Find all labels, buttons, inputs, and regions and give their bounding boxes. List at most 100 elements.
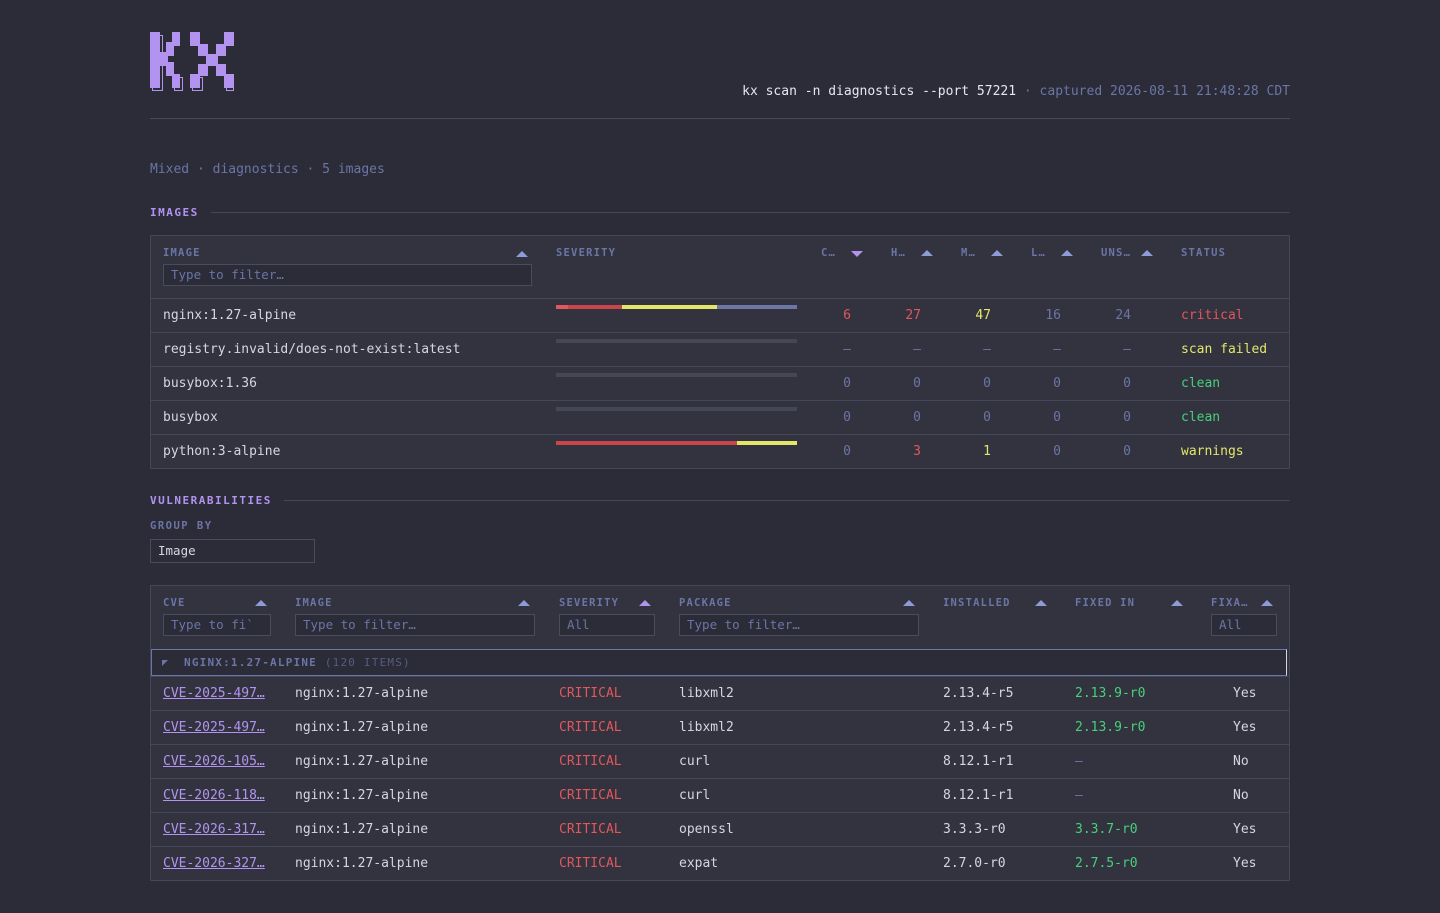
sort-up-icon[interactable] (1035, 600, 1047, 606)
header-divider (150, 118, 1290, 119)
vulns-title-text: VULNERABILITIES (150, 494, 272, 507)
image-filter-input[interactable]: Type to filter… (295, 614, 535, 636)
sort-up-icon[interactable] (903, 600, 915, 606)
severity-bar (556, 305, 797, 309)
breadcrumb: Mixed · diagnostics · 5 images (150, 162, 385, 177)
image-row[interactable]: busybox 0 0 0 0 0 clean (151, 400, 1289, 434)
severity-bar-segment (716, 305, 797, 309)
col-critical-header[interactable]: C… (821, 247, 837, 259)
col-image-header[interactable]: IMAGE (163, 247, 201, 259)
col-cve-header[interactable]: CVE (163, 597, 186, 609)
col-image-header[interactable]: IMAGE (295, 597, 333, 609)
cve-link[interactable]: CVE-2026-317… (163, 822, 265, 837)
sort-up-icon[interactable] (991, 250, 1003, 256)
installed-version: 3.3.3-r0 (943, 822, 1006, 837)
image-row[interactable]: nginx:1.27-alpine 6 27 47 16 24 critical (151, 298, 1289, 332)
vuln-row[interactable]: CVE-2025-497… nginx:1.27-alpine CRITICAL li… (151, 676, 1289, 710)
critical-count: 0 (843, 444, 851, 459)
medium-count: 0 (983, 376, 991, 391)
sort-up-icon[interactable] (639, 600, 651, 606)
image-name: nginx:1.27-alpine (295, 856, 429, 871)
col-status-header[interactable]: STATUS (1181, 247, 1227, 259)
sort-up-icon[interactable] (255, 600, 267, 606)
separator: · (1016, 84, 1040, 99)
severity-bar-segment (622, 305, 717, 309)
col-severity-header[interactable]: SEVERITY (559, 597, 620, 609)
high-count: 3 (913, 444, 921, 459)
captured-timestamp: captured 2026-08-11 21:48:28 CDT (1039, 84, 1290, 99)
vuln-row[interactable]: CVE-2026-317… nginx:1.27-alpine CRITICAL op… (151, 812, 1289, 846)
fixed-version: 2.13.9-r0 (1075, 720, 1146, 735)
image-name: nginx:1.27-alpine (295, 720, 429, 735)
severity-label: CRITICAL (559, 856, 622, 871)
severity-bar (556, 373, 797, 377)
vuln-row[interactable]: CVE-2026-327… nginx:1.27-alpine CRITICAL ex… (151, 846, 1289, 880)
cve-link[interactable]: CVE-2025-497… (163, 720, 265, 735)
sort-up-icon[interactable] (518, 600, 530, 606)
sort-down-icon[interactable] (851, 251, 863, 257)
fixed-version: – (1075, 788, 1083, 803)
image-name: nginx:1.27-alpine (295, 686, 429, 701)
group-name: NGINX:1.27-ALPINE (184, 656, 317, 669)
status-label: clean (1181, 376, 1221, 391)
fixed-version: 3.3.7-r0 (1075, 822, 1138, 837)
col-low-header[interactable]: L… (1031, 247, 1047, 259)
package-filter-input[interactable]: Type to filter… (679, 614, 919, 636)
vuln-row[interactable]: CVE-2026-118… nginx:1.27-alpine CRITICAL cu… (151, 778, 1289, 812)
fixable-filter-select[interactable]: All (1211, 614, 1277, 636)
high-count: – (913, 342, 921, 357)
vuln-row[interactable]: CVE-2025-497… nginx:1.27-alpine CRITICAL li… (151, 710, 1289, 744)
sort-up-icon[interactable] (1061, 250, 1073, 256)
critical-count: 0 (843, 376, 851, 391)
medium-count: 1 (983, 444, 991, 459)
medium-count: 47 (975, 308, 991, 323)
col-fixable-header[interactable]: FIXA… (1211, 597, 1249, 609)
col-unknown-header[interactable]: UNS… (1101, 247, 1132, 259)
severity-filter-select[interactable]: All (559, 614, 655, 636)
installed-version: 8.12.1-r1 (943, 788, 1014, 803)
low-count: 16 (1045, 308, 1061, 323)
col-package-header[interactable]: PACKAGE (679, 597, 732, 609)
sort-up-icon[interactable] (921, 250, 933, 256)
cve-link[interactable]: CVE-2026-105… (163, 754, 265, 769)
image-row[interactable]: python:3-alpine 0 3 1 0 0 warnings (151, 434, 1289, 468)
group-count: (120 ITEMS) (324, 656, 411, 669)
cve-link[interactable]: CVE-2025-497… (163, 686, 265, 701)
fixable-value: No (1233, 754, 1249, 769)
col-medium-header[interactable]: M… (961, 247, 977, 259)
collapse-triangle-icon[interactable] (162, 660, 174, 666)
col-high-header[interactable]: H… (891, 247, 907, 259)
severity-bar (556, 339, 797, 343)
cve-link[interactable]: CVE-2026-327… (163, 856, 265, 871)
medium-count: – (983, 342, 991, 357)
vuln-row[interactable]: CVE-2026-105… nginx:1.27-alpine CRITICAL cu… (151, 744, 1289, 778)
installed-version: 2.13.4-r5 (943, 686, 1014, 701)
cve-filter-input[interactable]: Type to fi` (163, 614, 271, 636)
image-name: nginx:1.27-alpine (295, 754, 429, 769)
severity-label: CRITICAL (559, 754, 622, 769)
fixed-version: 2.13.9-r0 (1075, 686, 1146, 701)
vulns-section-title: VULNERABILITIES (150, 494, 1290, 507)
image-row[interactable]: registry.invalid/does-not-exist:latest – –… (151, 332, 1289, 366)
installed-version: 8.12.1-r1 (943, 754, 1014, 769)
sort-up-icon[interactable] (1141, 250, 1153, 256)
sort-up-icon[interactable] (1171, 600, 1183, 606)
image-name: busybox (163, 410, 218, 425)
package-name: openssl (679, 822, 734, 837)
medium-count: 0 (983, 410, 991, 425)
col-installed-header[interactable]: INSTALLED (943, 597, 1011, 609)
status-label: scan failed (1181, 342, 1268, 357)
group-header-row[interactable]: NGINX:1.27-ALPINE (120 ITEMS) (151, 649, 1287, 676)
col-fixed-in-header[interactable]: FIXED IN (1075, 597, 1136, 609)
sort-up-icon[interactable] (1261, 600, 1273, 606)
group-by-label: GROUP BY (150, 520, 213, 532)
package-name: curl (679, 788, 711, 803)
col-severity-header[interactable]: SEVERITY (556, 247, 617, 259)
cve-link[interactable]: CVE-2026-118… (163, 788, 265, 803)
image-row[interactable]: busybox:1.36 0 0 0 0 0 clean (151, 366, 1289, 400)
sort-up-icon[interactable] (516, 251, 528, 257)
group-by-select[interactable]: Image (150, 539, 315, 563)
scan-command: kx scan -n diagnostics --port 57221 · ca… (742, 84, 1290, 99)
image-filter-input[interactable]: Type to filter… (163, 264, 532, 286)
installed-version: 2.7.0-r0 (943, 856, 1006, 871)
